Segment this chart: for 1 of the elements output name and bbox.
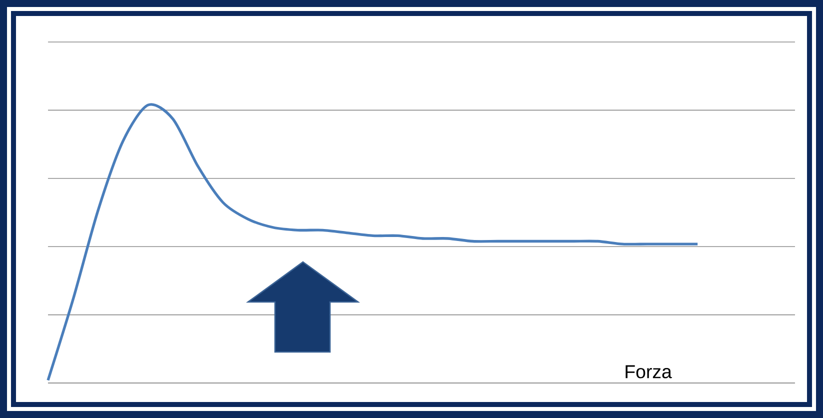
annotation: Forza	[626, 365, 672, 378]
